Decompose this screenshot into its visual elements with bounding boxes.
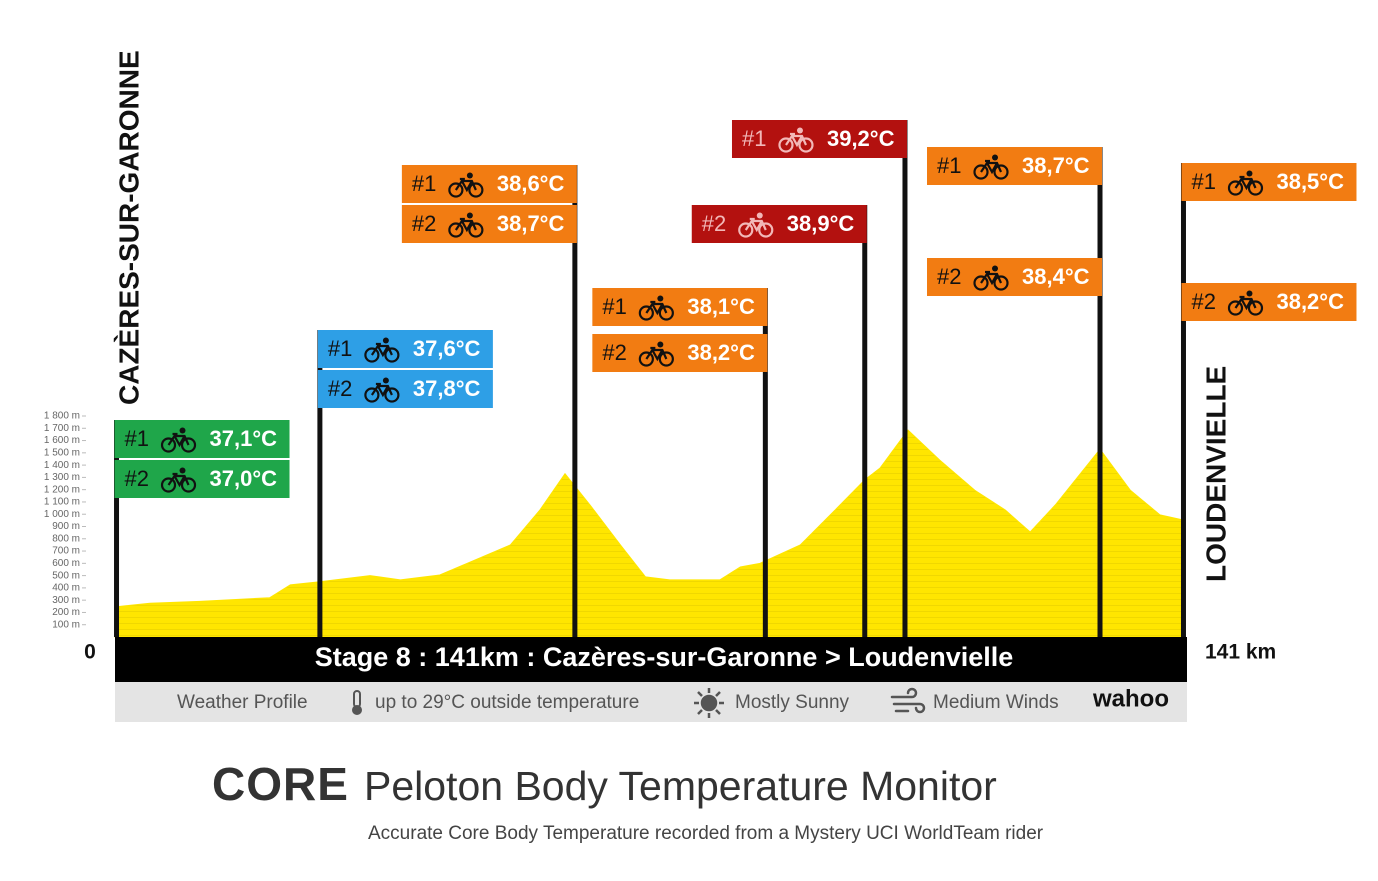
- y-tick-label: 1 000 m: [44, 509, 80, 520]
- temperature-label: 37,1°C: [210, 426, 278, 451]
- temperature-box: [592, 288, 768, 326]
- weather-temperature: up to 29°C outside temperature: [375, 692, 639, 713]
- y-tick-label: 1 300 m: [44, 472, 80, 483]
- y-tick-label: 700 m: [52, 546, 80, 557]
- temperature-label: 38,7°C: [497, 211, 565, 236]
- rider-label: #2: [602, 340, 626, 365]
- temperature-label: 38,5°C: [1276, 169, 1344, 194]
- y-tick-label: 100 m: [52, 619, 80, 630]
- temperature-box: [731, 120, 907, 158]
- rider-label: #1: [1191, 169, 1215, 194]
- rider-label: #2: [1191, 289, 1215, 314]
- rider-label: #2: [328, 376, 352, 401]
- temperature-label: 38,4°C: [1022, 264, 1090, 289]
- rider-label: #1: [602, 294, 626, 319]
- rider-label: #1: [742, 126, 766, 151]
- y-tick-label: 600 m: [52, 558, 80, 569]
- x-tick-label: 141 km: [1205, 641, 1276, 664]
- y-tick-label: 1 500 m: [44, 447, 80, 458]
- rider-label: #1: [937, 153, 961, 178]
- temperature-label: 38,2°C: [687, 340, 755, 365]
- weather-bar: [115, 682, 1187, 722]
- rider-label: #1: [125, 426, 149, 451]
- rider-label: #2: [125, 466, 149, 491]
- y-tick-label: 1 100 m: [44, 497, 80, 508]
- temperature-label: 38,1°C: [687, 294, 755, 319]
- end-name: LOUDENVIELLE: [1200, 366, 1231, 582]
- weather-wind: Medium Winds: [933, 692, 1059, 713]
- rider-label: #2: [937, 264, 961, 289]
- thermometer-icon: [352, 690, 362, 715]
- temperature-box: [317, 370, 493, 408]
- rider-label: #2: [702, 211, 726, 236]
- y-tick-label: 1 400 m: [44, 460, 80, 471]
- y-tick-label: 200 m: [52, 607, 80, 618]
- temperature-box: [592, 334, 768, 372]
- temperature-box: [317, 330, 493, 368]
- temperature-box: [1181, 163, 1357, 201]
- rider-label: #2: [412, 211, 436, 236]
- temperature-label: 37,0°C: [210, 466, 278, 491]
- temperature-label: 39,2°C: [827, 126, 895, 151]
- temperature-box: [1181, 283, 1357, 321]
- temperature-label: 38,6°C: [497, 171, 565, 196]
- y-tick-label: 1 200 m: [44, 484, 80, 495]
- temperature-label: 37,8°C: [413, 376, 481, 401]
- sun-icon: [694, 688, 724, 718]
- temperature-box: [927, 147, 1103, 185]
- footer-title: Peloton Body Temperature Monitor: [364, 763, 997, 809]
- footer-subtitle: Accurate Core Body Temperature recorded …: [368, 823, 1044, 844]
- y-tick-label: 500 m: [52, 570, 80, 581]
- stage-bar: [115, 637, 1187, 682]
- sponsor-logo: wahoo: [1092, 685, 1169, 712]
- temperature-box: [401, 165, 577, 203]
- temperature-box: [691, 205, 867, 243]
- temperature-label: 38,9°C: [787, 211, 855, 236]
- rider-label: #1: [412, 171, 436, 196]
- temperature-label: 38,2°C: [1276, 289, 1344, 314]
- rider-label: #1: [328, 336, 352, 361]
- temperature-box: [401, 205, 577, 243]
- y-tick-label: 300 m: [52, 595, 80, 606]
- x-tick-label: 0: [84, 641, 96, 664]
- y-tick-label: 800 m: [52, 533, 80, 544]
- wind-icon: [890, 687, 926, 714]
- stage-title: Stage 8 : 141km : Cazères-sur-Garonne > …: [315, 642, 1014, 672]
- temperature-box: [114, 460, 290, 498]
- temperature-label: 37,6°C: [413, 336, 481, 361]
- temperature-label: 38,7°C: [1022, 153, 1090, 178]
- weather-label: Weather Profile: [177, 692, 308, 713]
- y-tick-label: 1 800 m: [44, 411, 80, 422]
- y-tick-label: 1 700 m: [44, 423, 80, 434]
- y-tick-label: 400 m: [52, 583, 80, 594]
- footer-logo: CORE: [212, 758, 349, 810]
- y-tick-label: 1 600 m: [44, 435, 80, 446]
- temperature-box: [927, 258, 1103, 296]
- start-name: CAZÈRES-SUR-GARONNE: [113, 50, 144, 405]
- temperature-box: [114, 420, 290, 458]
- weather-sky: Mostly Sunny: [735, 692, 850, 713]
- y-tick-label: 900 m: [52, 521, 80, 532]
